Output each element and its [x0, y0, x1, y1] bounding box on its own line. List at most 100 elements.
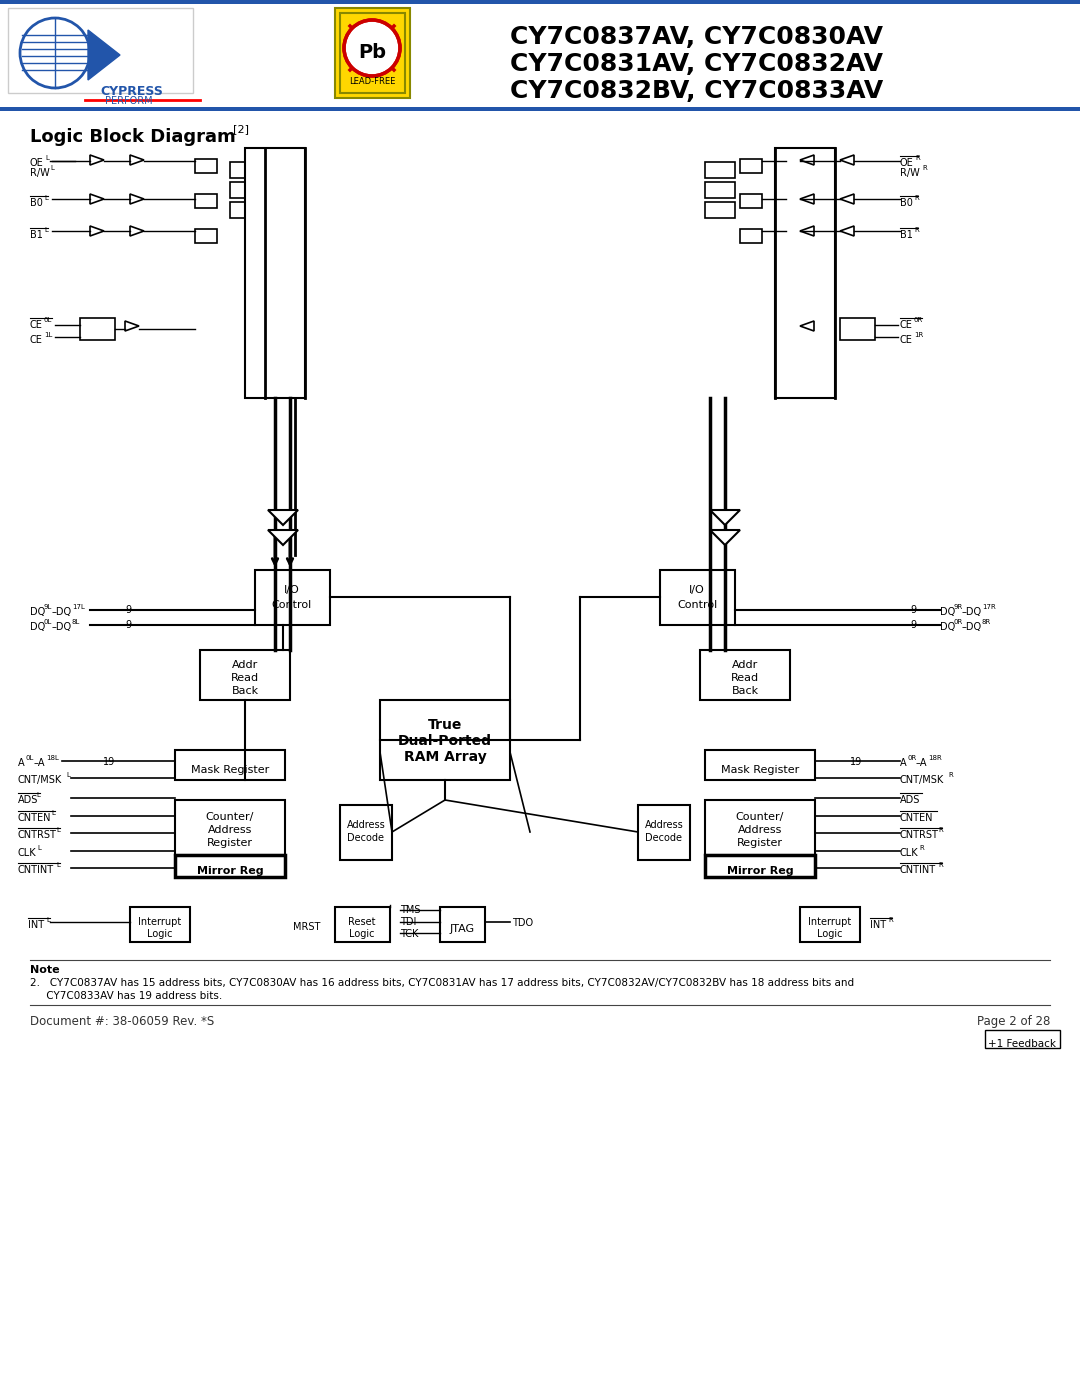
- Bar: [340, 805, 392, 861]
- Text: OE: OE: [900, 158, 914, 168]
- Bar: [985, 1030, 1059, 1048]
- Bar: [230, 203, 260, 218]
- Text: 8L: 8L: [72, 619, 80, 624]
- Bar: [705, 162, 735, 177]
- Text: RAM Array: RAM Array: [404, 750, 486, 764]
- Text: Pb: Pb: [357, 42, 386, 61]
- Text: L: L: [56, 827, 59, 833]
- Text: –DQ: –DQ: [962, 622, 982, 631]
- Text: 17R: 17R: [982, 604, 996, 610]
- Circle shape: [345, 20, 400, 75]
- Text: R: R: [915, 155, 920, 161]
- Text: CY7C0831AV, CY7C0832AV: CY7C0831AV, CY7C0832AV: [510, 52, 883, 75]
- Text: Read: Read: [731, 673, 759, 683]
- Polygon shape: [268, 529, 298, 545]
- Polygon shape: [268, 510, 298, 525]
- Text: Note: Note: [30, 965, 59, 975]
- Text: 19: 19: [850, 757, 862, 767]
- Text: 8R: 8R: [982, 619, 991, 624]
- Text: CY7C0833AV has 19 address bits.: CY7C0833AV has 19 address bits.: [30, 990, 222, 1002]
- Text: R/W: R/W: [30, 168, 50, 177]
- Text: –DQ: –DQ: [52, 608, 72, 617]
- Text: A: A: [18, 759, 25, 768]
- Text: ADS: ADS: [18, 795, 39, 805]
- Text: DQ: DQ: [30, 608, 45, 617]
- Text: CNTINT: CNTINT: [18, 865, 54, 875]
- Polygon shape: [710, 510, 740, 525]
- Text: TDI: TDI: [400, 916, 417, 928]
- Text: R: R: [922, 165, 927, 170]
- Text: CE: CE: [30, 320, 43, 330]
- Text: I/O: I/O: [689, 585, 705, 595]
- Bar: [705, 182, 735, 198]
- Text: Read: Read: [231, 673, 259, 683]
- Text: L: L: [50, 165, 54, 170]
- Bar: [130, 907, 190, 942]
- Text: 2.   CY7C0837AV has 15 address bits, CY7C0830AV has 16 address bits, CY7C0831AV : 2. CY7C0837AV has 15 address bits, CY7C0…: [30, 978, 854, 988]
- Text: CE: CE: [900, 335, 913, 345]
- Text: Interrupt: Interrupt: [808, 916, 852, 928]
- Text: TDO: TDO: [512, 918, 534, 928]
- Text: Address: Address: [347, 820, 386, 830]
- Text: –A: –A: [916, 759, 928, 768]
- Bar: [335, 907, 390, 942]
- Text: L: L: [37, 845, 41, 851]
- Bar: [175, 855, 285, 877]
- Text: Reset: Reset: [348, 916, 376, 928]
- Bar: [255, 570, 330, 624]
- Text: Mask Register: Mask Register: [720, 766, 799, 775]
- Text: 9: 9: [125, 620, 131, 630]
- Bar: [740, 229, 762, 243]
- Bar: [660, 570, 735, 624]
- Text: L: L: [66, 773, 70, 778]
- Text: INT: INT: [28, 921, 44, 930]
- Bar: [840, 319, 875, 339]
- Text: Logic: Logic: [818, 929, 842, 939]
- Text: 0R: 0R: [907, 754, 916, 761]
- Text: Register: Register: [737, 838, 783, 848]
- Text: OE: OE: [30, 158, 44, 168]
- Text: R: R: [888, 916, 893, 923]
- Text: CLK: CLK: [900, 848, 919, 858]
- Bar: [195, 229, 217, 243]
- Bar: [8, 8, 193, 94]
- Text: 18L: 18L: [46, 754, 59, 761]
- Text: Address: Address: [738, 826, 782, 835]
- Text: 9R: 9R: [954, 604, 963, 610]
- Text: Interrupt: Interrupt: [138, 916, 181, 928]
- Text: 0L: 0L: [25, 754, 33, 761]
- Text: 9: 9: [125, 605, 131, 615]
- Text: True: True: [428, 718, 462, 732]
- Bar: [775, 148, 835, 398]
- Text: –DQ: –DQ: [962, 608, 982, 617]
- Text: 0R: 0R: [954, 619, 963, 624]
- Text: Addr: Addr: [232, 659, 258, 671]
- Bar: [195, 194, 217, 208]
- Text: +1 Feedback: +1 Feedback: [988, 1039, 1056, 1049]
- Bar: [440, 907, 485, 942]
- Text: CNTRST: CNTRST: [18, 830, 57, 840]
- Text: Logic: Logic: [147, 929, 173, 939]
- Text: Logic Block Diagram: Logic Block Diagram: [30, 129, 235, 147]
- Text: L: L: [36, 792, 40, 798]
- Text: Counter/: Counter/: [206, 812, 254, 821]
- Bar: [0, 108, 1080, 110]
- Bar: [0, 0, 1080, 4]
- Text: R: R: [948, 773, 953, 778]
- Text: CE: CE: [30, 335, 43, 345]
- Text: 9L: 9L: [44, 604, 52, 610]
- Text: A: A: [900, 759, 906, 768]
- Text: 1R: 1R: [914, 332, 923, 338]
- Bar: [705, 750, 815, 780]
- Polygon shape: [710, 529, 740, 545]
- Text: Address: Address: [645, 820, 684, 830]
- Bar: [380, 700, 510, 780]
- Text: 18R: 18R: [928, 754, 942, 761]
- Text: Mirror Reg: Mirror Reg: [197, 866, 264, 876]
- Bar: [638, 805, 690, 861]
- Text: CLK: CLK: [18, 848, 37, 858]
- Text: R: R: [914, 196, 919, 201]
- Bar: [175, 750, 285, 780]
- Text: B0: B0: [900, 198, 913, 208]
- Text: 1L: 1L: [44, 332, 52, 338]
